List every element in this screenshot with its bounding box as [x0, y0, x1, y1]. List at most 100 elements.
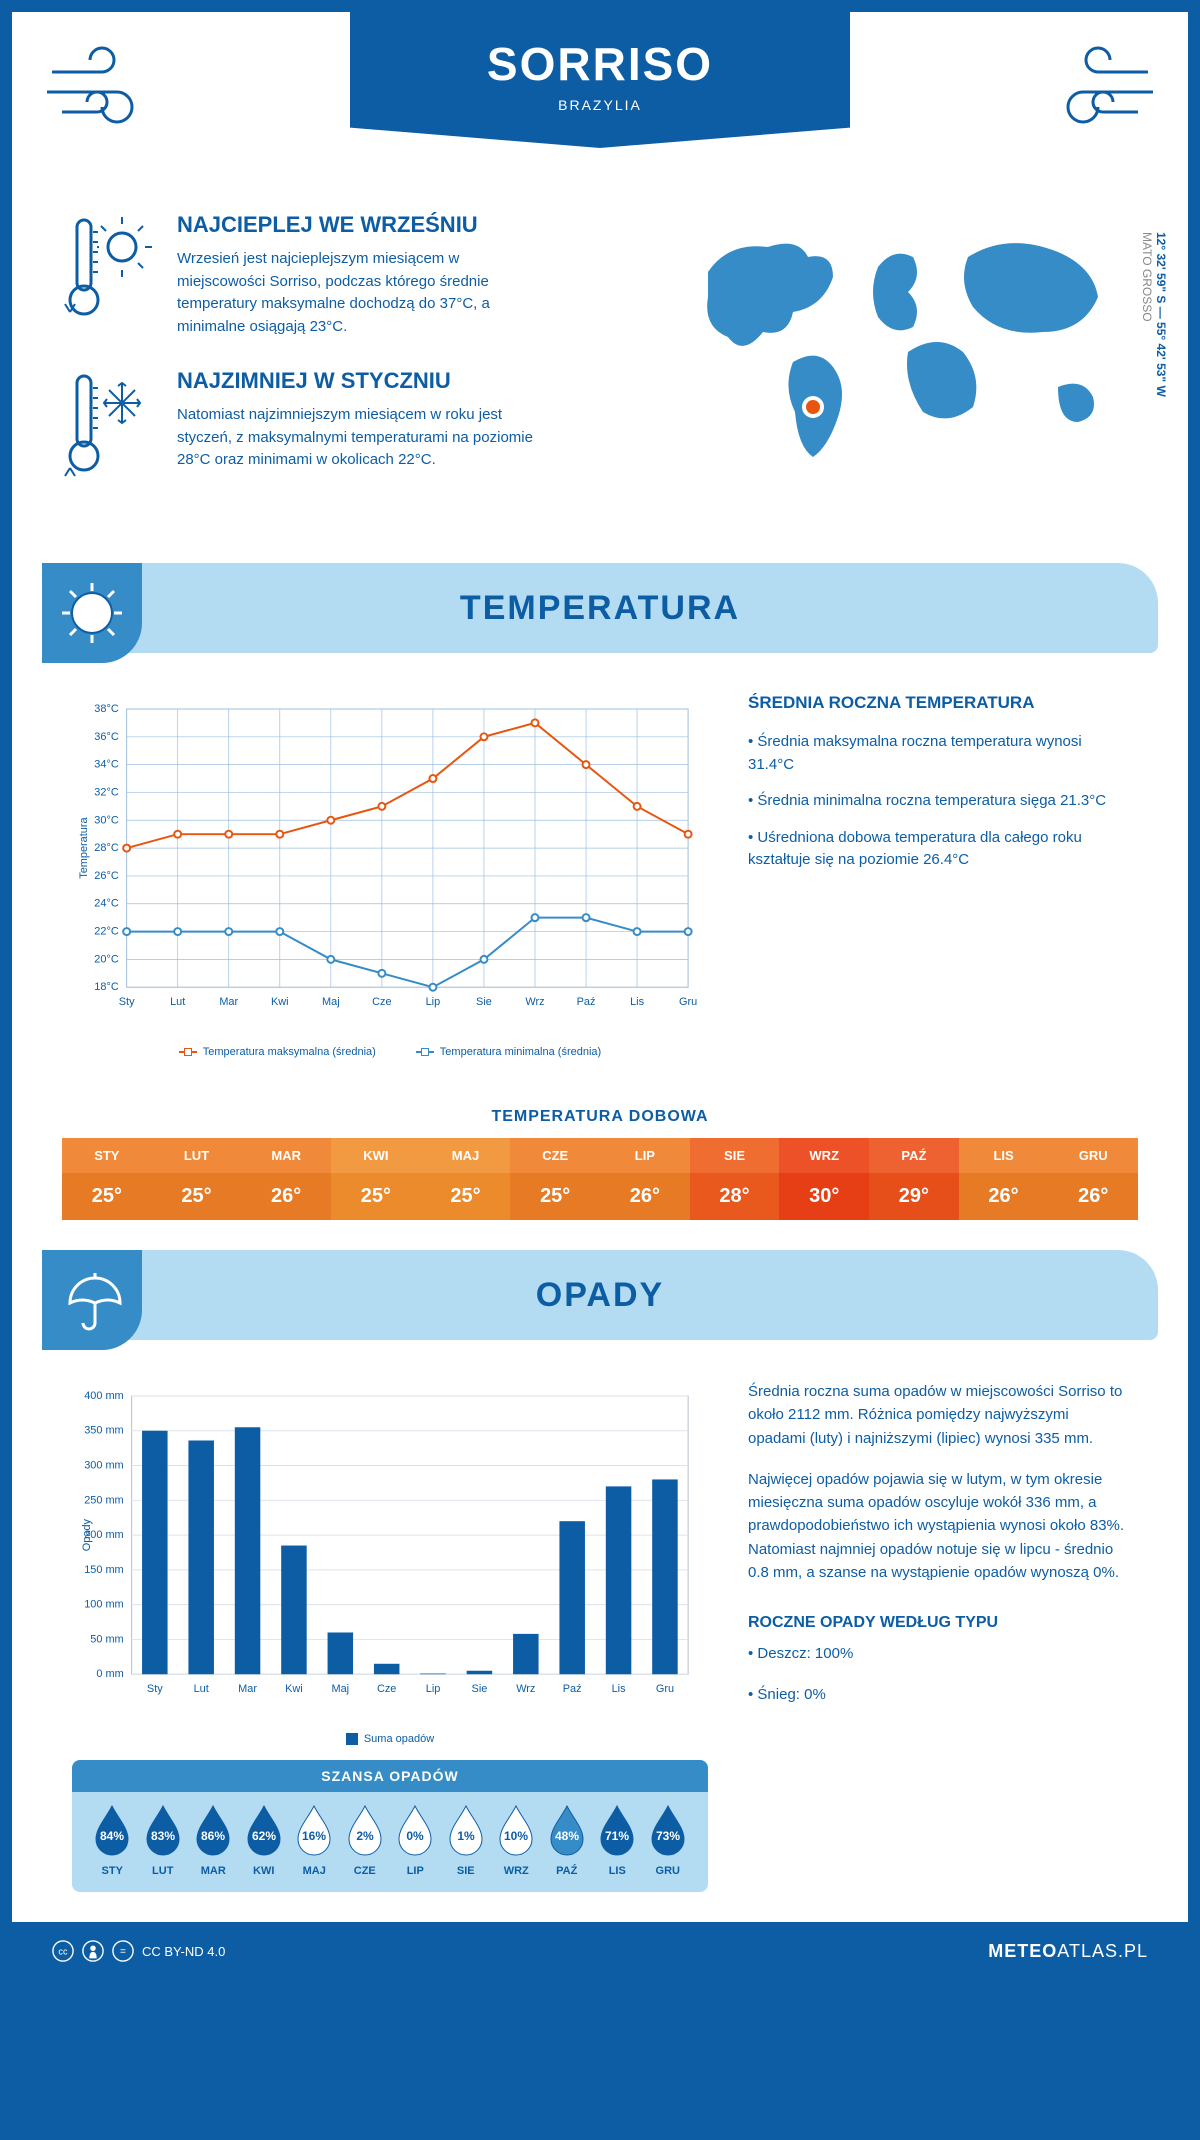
- svg-text:28°C: 28°C: [94, 842, 119, 854]
- footer: cc = CC BY-ND 4.0 METEOATLAS.PL: [12, 1922, 1188, 1980]
- svg-text:Cze: Cze: [372, 996, 391, 1008]
- city-title: SORRISO: [350, 37, 850, 91]
- svg-text:18°C: 18°C: [94, 981, 119, 993]
- world-map: 12° 32' 59" S — 55° 42' 53" W MATO GROSS…: [678, 212, 1138, 513]
- svg-text:2%: 2%: [356, 1829, 374, 1843]
- svg-text:0%: 0%: [407, 1829, 425, 1843]
- svg-text:16%: 16%: [302, 1829, 326, 1843]
- svg-text:34°C: 34°C: [94, 759, 119, 771]
- daily-temp-title: TEMPERATURA DOBOWA: [12, 1108, 1188, 1126]
- svg-text:1%: 1%: [457, 1829, 475, 1843]
- daily-temp-cell: LIS26°: [959, 1138, 1049, 1220]
- chance-drop: 84%STY: [87, 1804, 138, 1877]
- precip-chance-panel: SZANSA OPADÓW 84%STY83%LUT86%MAR62%KWI16…: [72, 1760, 708, 1892]
- infographic-page: SORRISO BRAZYLIA NAJCIEPLEJ WE WRZEŚNIU …: [0, 0, 1200, 1992]
- svg-text:86%: 86%: [201, 1829, 225, 1843]
- svg-text:Wrz: Wrz: [525, 996, 544, 1008]
- svg-text:Maj: Maj: [332, 1683, 350, 1695]
- daily-temp-cell: MAJ25°: [421, 1138, 511, 1220]
- chance-drop: 2%CZE: [340, 1804, 391, 1877]
- chance-drop: 71%LIS: [592, 1804, 643, 1877]
- svg-text:Wrz: Wrz: [516, 1683, 535, 1695]
- svg-text:Cze: Cze: [377, 1683, 396, 1695]
- daily-temp-cell: GRU26°: [1048, 1138, 1138, 1220]
- svg-text:24°C: 24°C: [94, 898, 119, 910]
- daily-temp-cell: KWI25°: [331, 1138, 421, 1220]
- section-title: OPADY: [536, 1276, 664, 1315]
- svg-text:84%: 84%: [100, 1829, 124, 1843]
- svg-text:100 mm: 100 mm: [84, 1599, 123, 1611]
- svg-text:Kwi: Kwi: [271, 996, 289, 1008]
- svg-text:0 mm: 0 mm: [96, 1668, 123, 1680]
- svg-text:73%: 73%: [656, 1829, 680, 1843]
- coordinates: 12° 32' 59" S — 55° 42' 53" W MATO GROSS…: [1140, 232, 1168, 397]
- svg-text:Lip: Lip: [426, 1683, 441, 1695]
- svg-text:350 mm: 350 mm: [84, 1425, 123, 1437]
- precipitation-bar-chart: 0 mm50 mm100 mm150 mm200 mm250 mm300 mm3…: [72, 1380, 708, 1745]
- svg-text:Lis: Lis: [630, 996, 645, 1008]
- daily-temp-table: STY25°LUT25°MAR26°KWI25°MAJ25°CZE25°LIP2…: [62, 1138, 1138, 1220]
- country-subtitle: BRAZYLIA: [350, 97, 850, 113]
- svg-text:Sie: Sie: [472, 1683, 488, 1695]
- svg-text:71%: 71%: [605, 1829, 629, 1843]
- svg-text:Lis: Lis: [612, 1683, 627, 1695]
- precip-summary: Średnia roczna suma opadów w miejscowośc…: [748, 1380, 1128, 1892]
- svg-text:Sty: Sty: [147, 1683, 163, 1695]
- section-header-temperature: TEMPERATURA: [42, 563, 1158, 653]
- svg-text:=: =: [120, 1947, 126, 1958]
- svg-text:50 mm: 50 mm: [90, 1633, 123, 1645]
- chance-drop: 86%MAR: [188, 1804, 239, 1877]
- svg-text:32°C: 32°C: [94, 786, 119, 798]
- svg-text:150 mm: 150 mm: [84, 1564, 123, 1576]
- svg-text:Mar: Mar: [238, 1683, 257, 1695]
- svg-text:10%: 10%: [504, 1829, 528, 1843]
- wind-icon: [1038, 42, 1158, 137]
- svg-text:20°C: 20°C: [94, 953, 119, 965]
- svg-text:22°C: 22°C: [94, 926, 119, 938]
- daily-temp-cell: SIE28°: [690, 1138, 780, 1220]
- intro-row: NAJCIEPLEJ WE WRZEŚNIU Wrzesień jest naj…: [12, 182, 1188, 553]
- chance-drop: 1%SIE: [441, 1804, 492, 1877]
- wind-icon: [42, 42, 162, 137]
- svg-text:Gru: Gru: [679, 996, 697, 1008]
- svg-text:Paź: Paź: [563, 1683, 582, 1695]
- section-header-precip: OPADY: [42, 1250, 1158, 1340]
- daily-temp-cell: MAR26°: [241, 1138, 331, 1220]
- coldest-title: NAJZIMNIEJ W STYCZNIU: [177, 368, 537, 394]
- svg-text:26°C: 26°C: [94, 870, 119, 882]
- thermometer-snow-icon: [62, 368, 152, 483]
- daily-temp-cell: CZE25°: [510, 1138, 600, 1220]
- svg-text:Gru: Gru: [656, 1683, 674, 1695]
- svg-text:83%: 83%: [151, 1829, 175, 1843]
- umbrella-icon: [42, 1250, 142, 1350]
- svg-text:Maj: Maj: [322, 996, 340, 1008]
- svg-text:Temperatura: Temperatura: [78, 817, 90, 879]
- title-ribbon: SORRISO BRAZYLIA: [350, 12, 850, 148]
- chance-drop: 73%GRU: [643, 1804, 694, 1877]
- svg-text:Sty: Sty: [119, 996, 135, 1008]
- daily-temp-cell: PAŹ29°: [869, 1138, 959, 1220]
- svg-text:Lip: Lip: [426, 996, 441, 1008]
- header-banner: SORRISO BRAZYLIA: [12, 12, 1188, 182]
- svg-text:400 mm: 400 mm: [84, 1390, 123, 1402]
- hottest-text: Wrzesień jest najcieplejszym miesiącem w…: [177, 248, 537, 338]
- daily-temp-cell: STY25°: [62, 1138, 152, 1220]
- hottest-title: NAJCIEPLEJ WE WRZEŚNIU: [177, 212, 537, 238]
- svg-text:Sie: Sie: [476, 996, 492, 1008]
- daily-temp-cell: LUT25°: [152, 1138, 242, 1220]
- chance-drop: 48%PAŹ: [542, 1804, 593, 1877]
- svg-text:48%: 48%: [555, 1829, 579, 1843]
- thermometer-sun-icon: [62, 212, 152, 338]
- svg-text:62%: 62%: [252, 1829, 276, 1843]
- chance-drop: 62%KWI: [239, 1804, 290, 1877]
- chart-legend: Temperatura maksymalna (średnia) Tempera…: [72, 1046, 708, 1058]
- svg-text:cc: cc: [58, 1947, 68, 1957]
- sun-icon: [42, 563, 142, 663]
- coldest-text: Natomiast najzimniejszym miesiącem w rok…: [177, 404, 537, 472]
- site-brand: METEOATLAS.PL: [988, 1941, 1148, 1962]
- svg-text:38°C: 38°C: [94, 703, 119, 715]
- svg-text:Opady: Opady: [81, 1518, 93, 1551]
- hottest-block: NAJCIEPLEJ WE WRZEŚNIU Wrzesień jest naj…: [62, 212, 648, 338]
- chance-drop: 16%MAJ: [289, 1804, 340, 1877]
- temperature-line-chart: 18°C20°C22°C24°C26°C28°C30°C32°C34°C36°C…: [72, 693, 708, 1058]
